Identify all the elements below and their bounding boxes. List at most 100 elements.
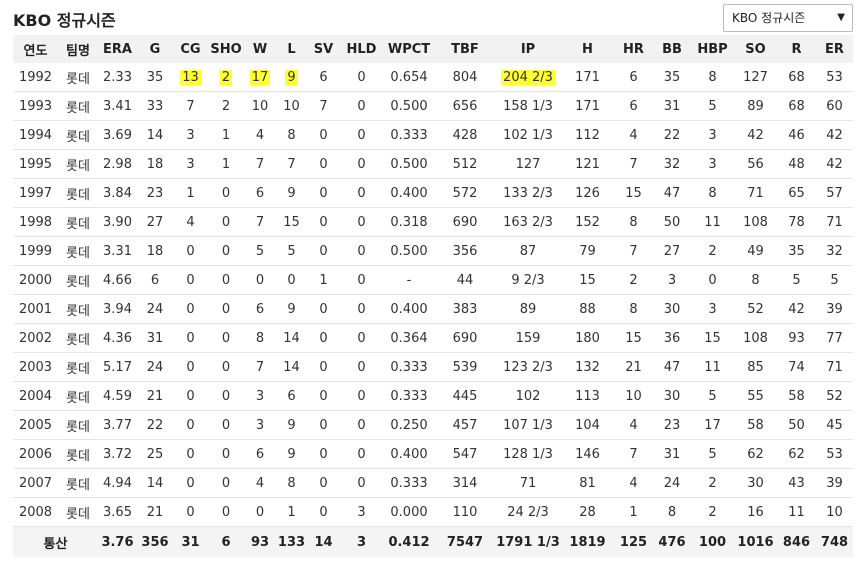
cell: 0	[307, 178, 340, 208]
cell: 123 2/3	[495, 352, 561, 382]
cell: 1999	[13, 236, 58, 266]
cell: 0	[340, 352, 383, 382]
select-arrow: ▼	[837, 12, 845, 23]
cell: 0.364	[383, 323, 435, 353]
cell: 0	[340, 63, 383, 92]
cell: 48	[777, 149, 816, 179]
cell: 0	[208, 236, 244, 266]
cell: 356	[435, 236, 495, 266]
cell: 128 1/3	[495, 439, 561, 469]
cell: 27	[137, 207, 173, 237]
cell: 44	[435, 265, 495, 295]
cell: 4.94	[98, 468, 137, 498]
cell: 0	[208, 497, 244, 527]
cell: 0	[307, 410, 340, 440]
cell: 52	[816, 381, 853, 411]
total-row: 통산 3.76 356 31 6 93 133 14 3 0.412 7547 1791 1/3 181…	[13, 526, 853, 557]
cell: 1993	[13, 91, 58, 121]
column-header: CG	[173, 35, 208, 63]
total-cell: 93	[244, 526, 276, 557]
cell: 8	[691, 63, 734, 92]
cell: 0	[307, 294, 340, 324]
cell: 0.654	[383, 63, 435, 92]
cell: 9	[276, 178, 307, 208]
cell: 457	[435, 410, 495, 440]
cell: 2003	[13, 352, 58, 382]
cell: 53	[816, 439, 853, 469]
cell: 18	[137, 149, 173, 179]
cell: 6	[137, 265, 173, 295]
cell: 45	[816, 410, 853, 440]
cell: 11	[691, 352, 734, 382]
cell: 512	[435, 149, 495, 179]
cell: 0	[307, 149, 340, 179]
cell: 0	[208, 294, 244, 324]
cell: 0	[307, 207, 340, 237]
cell: 롯데	[58, 497, 98, 527]
cell: 0	[173, 410, 208, 440]
cell: 0	[173, 439, 208, 469]
cell: 0	[307, 120, 340, 150]
cell: 65	[777, 178, 816, 208]
cell: 1	[208, 120, 244, 150]
cell: 3.41	[98, 91, 137, 121]
cell: 11	[691, 207, 734, 237]
cell: 4	[614, 410, 653, 440]
cell: 22	[653, 120, 691, 150]
cell: 6	[244, 294, 276, 324]
cell: 0.250	[383, 410, 435, 440]
column-header: SHO	[208, 35, 244, 63]
cell: 30	[734, 468, 777, 498]
cell: 2.33	[98, 63, 137, 92]
cell: 47	[653, 352, 691, 382]
column-header: SV	[307, 35, 340, 63]
cell: 0.500	[383, 149, 435, 179]
total-cell: 6	[208, 526, 244, 557]
cell: 24	[137, 352, 173, 382]
cell: 2005	[13, 410, 58, 440]
cell: 0	[173, 468, 208, 498]
cell: 10	[276, 91, 307, 121]
cell: 3	[173, 120, 208, 150]
cell: 4	[244, 468, 276, 498]
cell: 0	[307, 352, 340, 382]
cell: 9	[276, 63, 307, 92]
cell: 71	[495, 468, 561, 498]
stats-table: 연도 팀명 ERA G CG SHO W L SV HLD WPCT TBF IP H HR BB HBP SO R…	[13, 35, 853, 557]
cell: 3	[244, 381, 276, 411]
cell: 0.400	[383, 178, 435, 208]
cell: 47	[653, 178, 691, 208]
cell: 0	[307, 323, 340, 353]
total-cell: 748	[816, 526, 853, 557]
highlight: 17	[249, 69, 271, 85]
cell: 93	[777, 323, 816, 353]
total-cell: 14	[307, 526, 340, 557]
cell: 81	[561, 468, 614, 498]
cell: 58	[734, 410, 777, 440]
cell: 10	[244, 91, 276, 121]
cell: 78	[777, 207, 816, 237]
cell: 롯데	[58, 236, 98, 266]
data-row: 1993 롯데 3.41 33 7 2 10 10 7 0 0.500 656 158 1/3 171 6 3…	[13, 91, 853, 121]
league-select[interactable]: KBO 정규시즌 ▼	[723, 4, 853, 32]
column-header: G	[137, 35, 173, 63]
cell: 0.500	[383, 91, 435, 121]
cell: 383	[435, 294, 495, 324]
cell: 15	[691, 323, 734, 353]
cell: 52	[734, 294, 777, 324]
cell: 55	[734, 381, 777, 411]
cell: 3.72	[98, 439, 137, 469]
cell: 158 1/3	[495, 91, 561, 121]
cell: 10	[816, 497, 853, 527]
cell: 49	[734, 236, 777, 266]
cell: 7	[614, 439, 653, 469]
cell: 2002	[13, 323, 58, 353]
cell: 2008	[13, 497, 58, 527]
cell: 804	[435, 63, 495, 92]
column-header: IP	[495, 35, 561, 63]
cell: 0.400	[383, 294, 435, 324]
cell: 43	[777, 468, 816, 498]
total-cell: 3.76	[98, 526, 137, 557]
cell: 0.400	[383, 439, 435, 469]
cell: 0.333	[383, 120, 435, 150]
